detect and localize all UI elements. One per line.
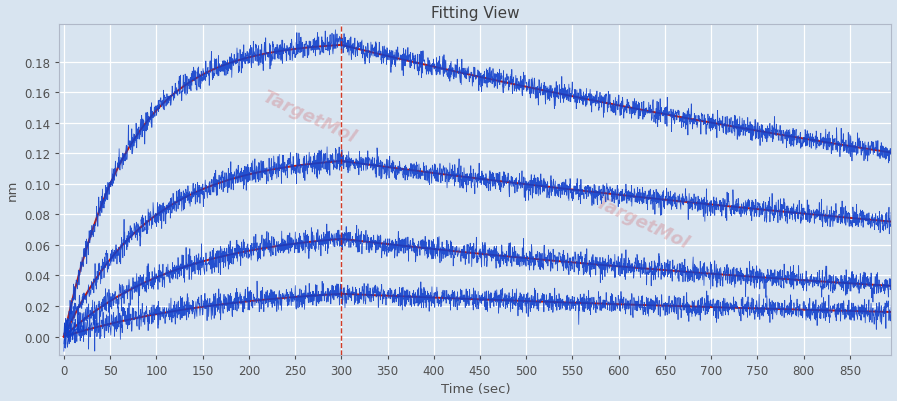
- Text: TargetMol: TargetMol: [592, 193, 692, 252]
- Text: TargetMol: TargetMol: [259, 87, 359, 146]
- Y-axis label: nm: nm: [5, 179, 19, 200]
- Title: Fitting View: Fitting View: [431, 6, 519, 20]
- X-axis label: Time (sec): Time (sec): [440, 383, 510, 395]
